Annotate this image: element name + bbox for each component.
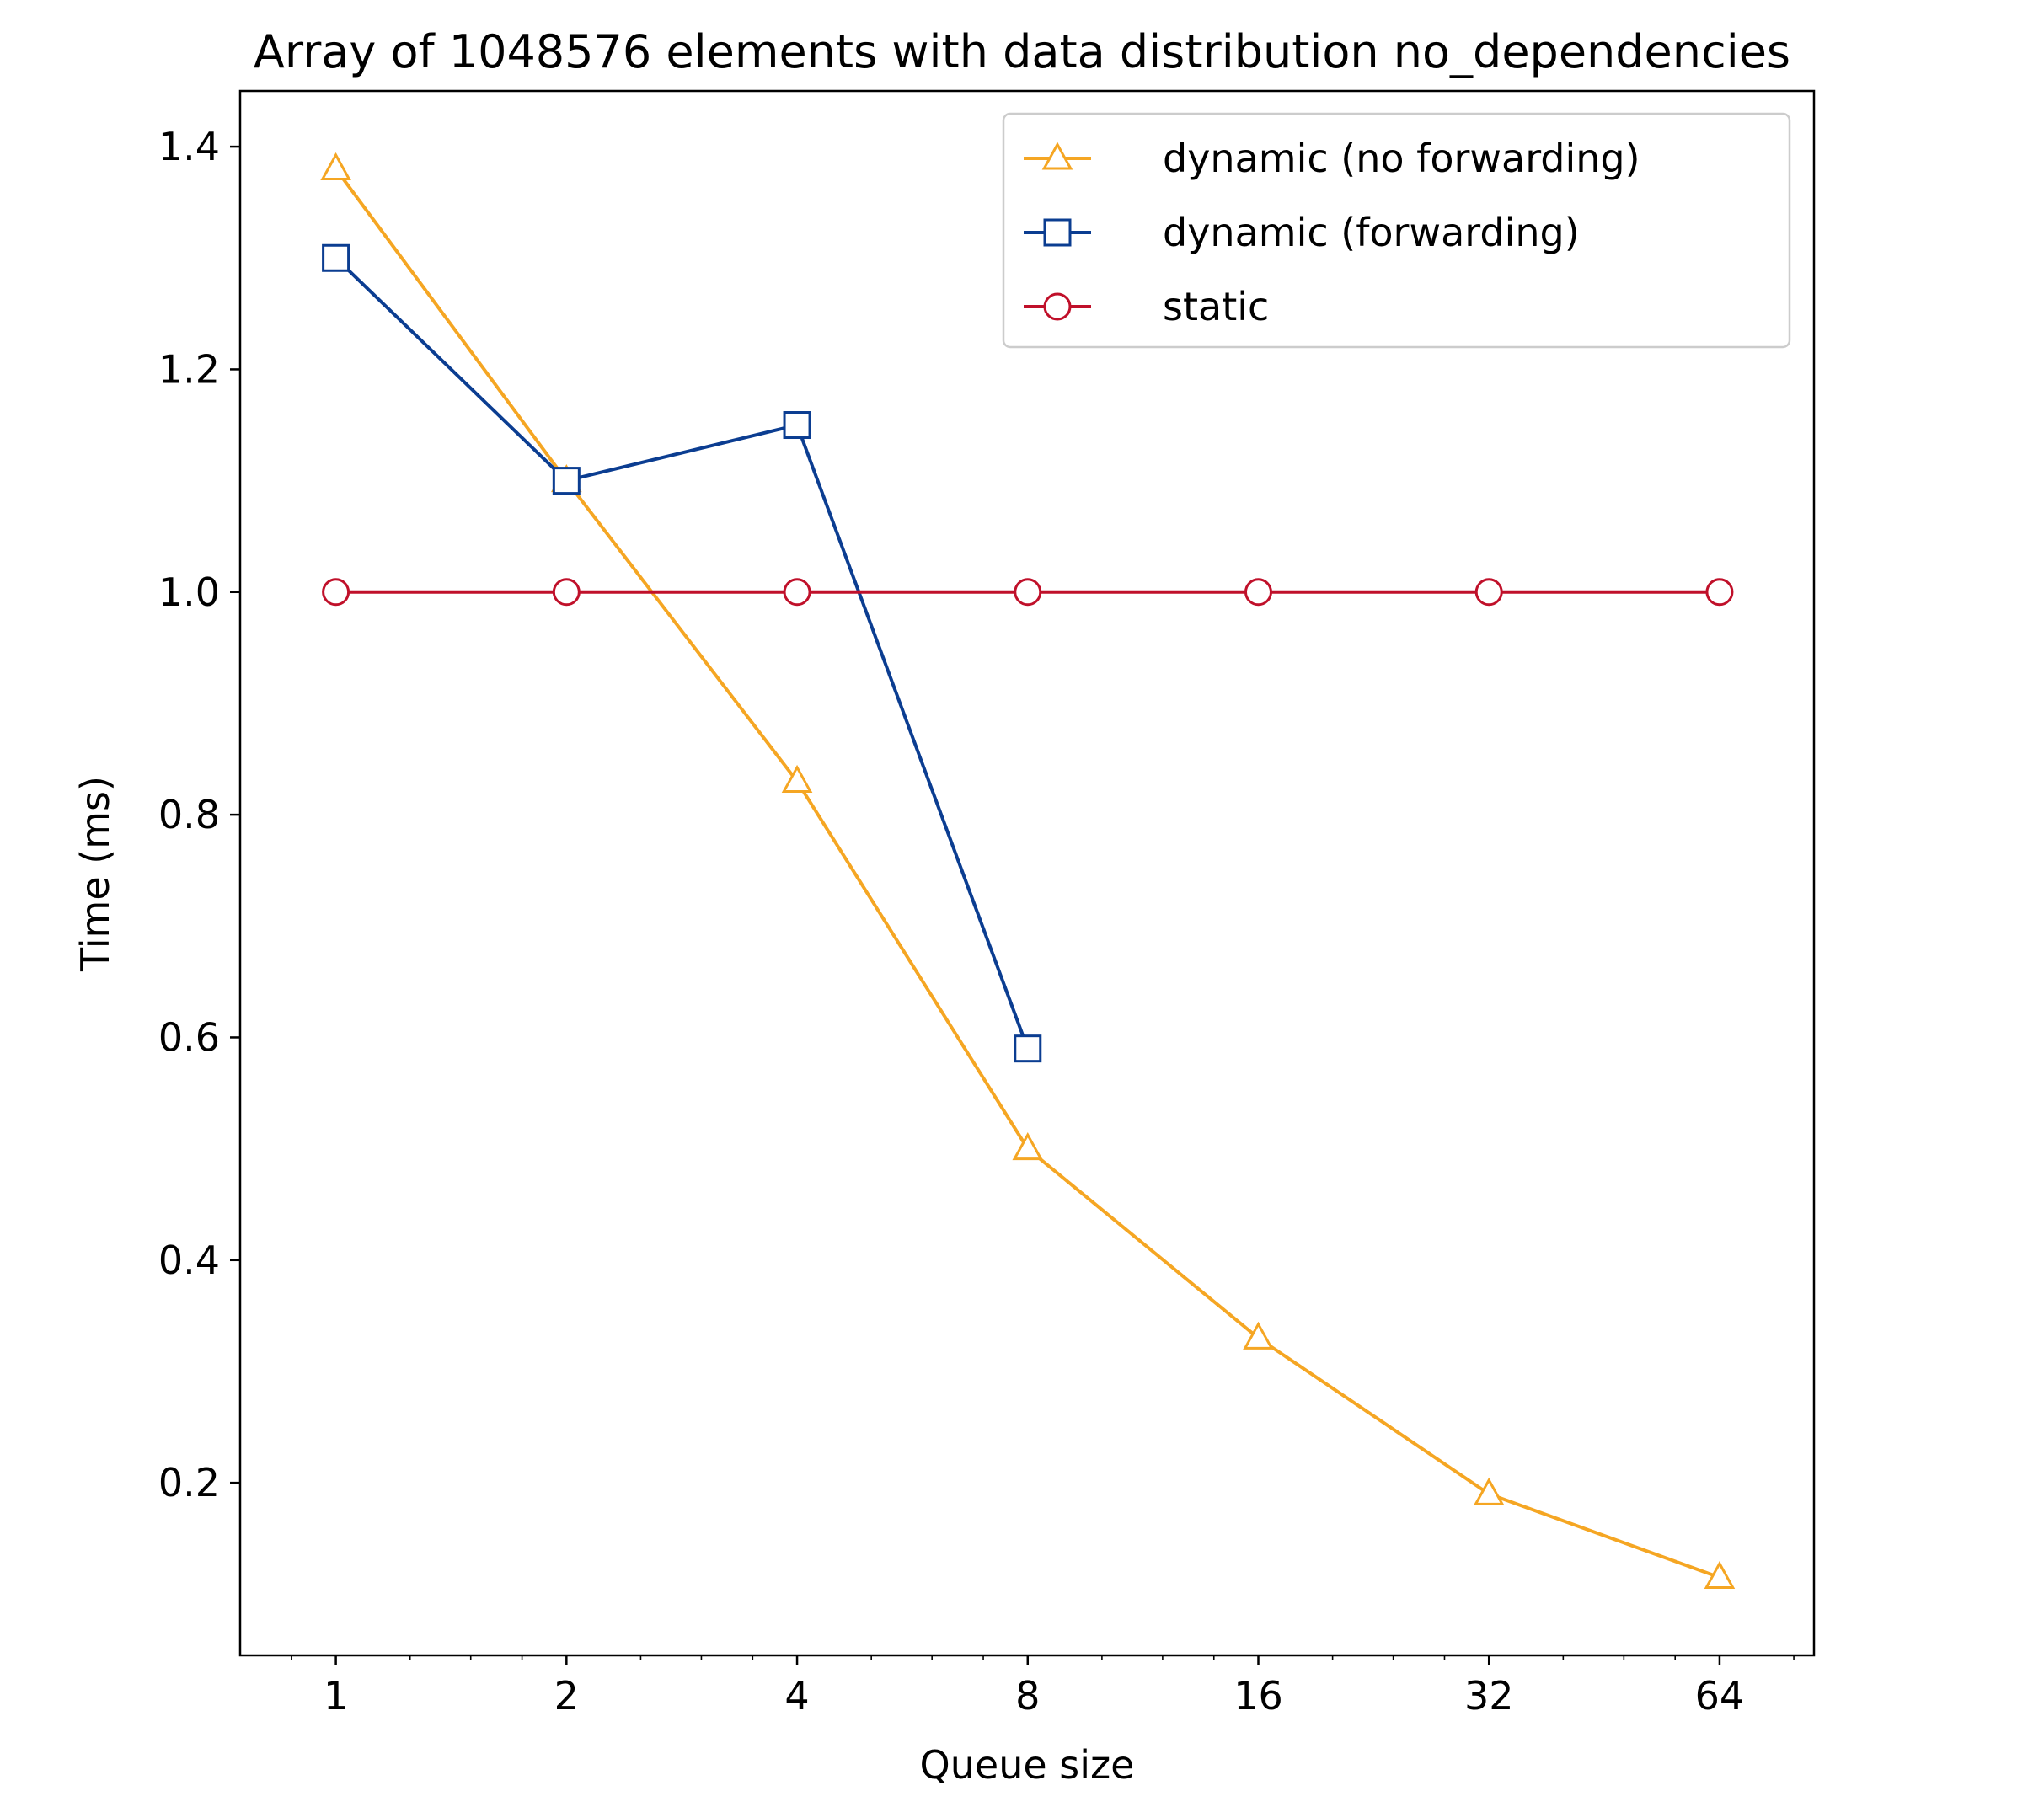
x-axis-label: Queue size <box>920 1742 1135 1788</box>
series-layer <box>320 152 1736 1589</box>
data-point <box>1014 578 1042 607</box>
data-point <box>1012 1132 1044 1161</box>
legend-marker <box>1043 218 1072 247</box>
y-axis-label: Time (ms) <box>72 776 118 972</box>
data-point <box>1474 578 1503 607</box>
y-tick-label: 0.6 <box>158 1014 220 1060</box>
x-tick-label: 4 <box>784 1673 809 1719</box>
data-point <box>1014 1034 1042 1063</box>
data-point <box>1705 578 1734 607</box>
data-point <box>783 578 811 607</box>
data-point <box>1473 1477 1505 1505</box>
x-tick-label: 64 <box>1695 1673 1745 1719</box>
y-tick-label: 1.2 <box>158 346 220 392</box>
y-tick-label: 0.8 <box>158 792 220 837</box>
data-point <box>320 152 351 181</box>
data-point <box>1244 578 1272 607</box>
series-triangle <box>320 152 1736 1589</box>
y-tick-label: 1.0 <box>158 569 220 615</box>
legend: dynamic (no forwarding) dynamic (forwardi… <box>1002 112 1791 349</box>
data-point <box>781 764 813 793</box>
y-tick-label: 0.4 <box>158 1238 220 1283</box>
x-tick-label: 8 <box>1015 1673 1040 1719</box>
data-point <box>1704 1560 1736 1589</box>
data-point <box>783 411 811 440</box>
series-circle <box>322 578 1734 607</box>
series-line <box>334 168 1720 1580</box>
series-square <box>322 243 1042 1063</box>
y-tick-label: 1.4 <box>158 124 220 169</box>
legend-marker <box>1043 292 1072 321</box>
x-tick-label: 2 <box>554 1673 579 1719</box>
data-point <box>552 467 581 495</box>
series-line <box>334 256 1030 1050</box>
data-point <box>322 578 350 607</box>
x-tick-label: 16 <box>1233 1673 1283 1719</box>
y-axis: 0.2 0.4 0.6 0.8 1.0 1.2 1.4 <box>158 124 240 1505</box>
x-tick-label: 32 <box>1464 1673 1514 1719</box>
legend-label: static <box>1163 284 1269 329</box>
legend-marker <box>1041 142 1073 170</box>
x-axis: 1 2 4 8 16 32 64 <box>291 1655 1795 1719</box>
legend-box <box>1002 112 1791 349</box>
y-tick-label: 0.2 <box>158 1460 220 1505</box>
data-point <box>322 243 350 272</box>
x-tick-label: 1 <box>324 1673 348 1719</box>
chart-title: Array of 1048576 elements with data dist… <box>254 25 1790 78</box>
legend-label: dynamic (no forwarding) <box>1163 136 1640 181</box>
data-point <box>552 578 581 607</box>
legend-label: dynamic (forwarding) <box>1163 210 1580 255</box>
data-point <box>1243 1321 1274 1350</box>
